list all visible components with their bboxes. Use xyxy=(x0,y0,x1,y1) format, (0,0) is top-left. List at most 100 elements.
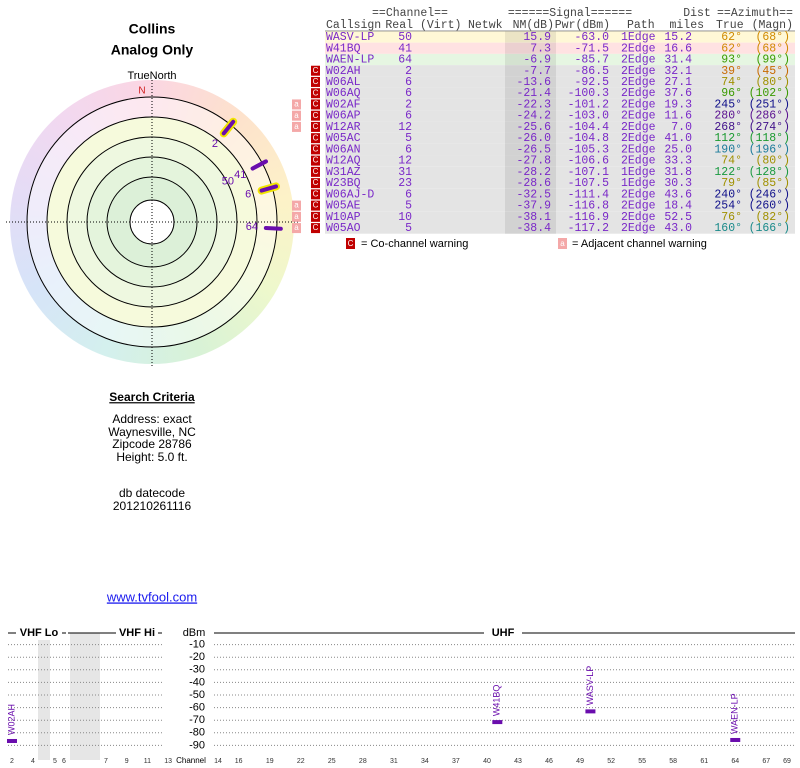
x-tick-label: 46 xyxy=(545,758,553,765)
y-tick-label: -20 xyxy=(189,651,205,663)
panel-label-bg xyxy=(116,626,158,640)
warning-symbol: C xyxy=(313,201,319,210)
cell-dist: 27.1 xyxy=(664,76,692,89)
nm-column-shade xyxy=(505,132,556,144)
cell-nm: -7.7 xyxy=(523,65,551,78)
row-background xyxy=(325,132,795,144)
cell-nm: -26.0 xyxy=(516,132,551,145)
subtitle: Analog Only xyxy=(111,42,194,58)
cell-az-magn: (246°) xyxy=(749,188,790,201)
nm-column-shade xyxy=(505,31,556,43)
panel-label-bg xyxy=(16,626,62,640)
cell-dist: 31.8 xyxy=(664,166,692,179)
cell-callsign: W06AQ xyxy=(326,87,361,100)
row-background xyxy=(325,155,795,167)
cell-dist: 25.0 xyxy=(664,143,692,156)
panel-label: UHF xyxy=(492,627,515,639)
x-tick-label: 4 xyxy=(31,758,35,765)
cell-pwr: -107.1 xyxy=(568,166,610,179)
x-tick-label: 52 xyxy=(607,758,615,765)
row-background xyxy=(325,53,795,66)
legend-symbol: a xyxy=(560,239,565,248)
column-header: miles xyxy=(669,19,704,32)
search-title: Search Criteria xyxy=(109,390,195,404)
column-header: Pwr(dBm) xyxy=(555,19,610,32)
cell-dist: 37.6 xyxy=(664,87,692,100)
x-tick-label: 37 xyxy=(452,758,460,765)
station-label: 50 xyxy=(222,176,234,188)
band-gap xyxy=(38,633,50,760)
cell-nm: 15.9 xyxy=(523,31,551,44)
spectrum-frame: VHF Lo VHF Hi UHF dBm Channel xyxy=(8,626,795,765)
north-label: TrueNorth xyxy=(127,70,176,82)
cell-pwr: -116.8 xyxy=(568,200,610,213)
x-tick-label: 7 xyxy=(104,758,108,765)
y-tick-label: -50 xyxy=(189,689,205,701)
x-tick-label: 25 xyxy=(328,758,336,765)
cell-path: 2Edge xyxy=(621,87,656,100)
cell-az-true: 96° xyxy=(721,87,742,100)
column-header: Netwk xyxy=(468,19,503,32)
row-background xyxy=(325,65,795,77)
warning-badge xyxy=(311,133,320,144)
row-background xyxy=(325,143,795,156)
warning-badge xyxy=(311,110,320,121)
x-tick-label: 58 xyxy=(669,758,677,765)
cell-nm: -6.9 xyxy=(523,54,551,67)
cell-path: 2Edge xyxy=(621,211,656,224)
warning-symbol: C xyxy=(313,111,319,120)
x-tick-label: 64 xyxy=(731,758,739,765)
x-tick-label: 61 xyxy=(700,758,708,765)
x-tick-label: 43 xyxy=(514,758,522,765)
cell-az-true: 93° xyxy=(721,54,742,67)
warning-symbol: a xyxy=(294,201,299,210)
cell-pwr: -101.2 xyxy=(568,98,610,111)
cell-nm: -28.6 xyxy=(516,177,551,190)
nm-column-shade xyxy=(505,110,556,122)
cell-dist: 33.3 xyxy=(664,155,692,168)
y-tick-label: -40 xyxy=(189,676,205,688)
cell-dist: 32.1 xyxy=(664,65,692,78)
nm-column-shade xyxy=(505,121,556,133)
cell-nm: -21.4 xyxy=(516,87,551,100)
cell-nm: -28.2 xyxy=(516,166,551,179)
x-tick-label: 2 xyxy=(10,758,14,765)
station-label: 41 xyxy=(234,169,246,181)
cell-path: 2Edge xyxy=(621,222,656,235)
cell-path: 2Edge xyxy=(621,98,656,111)
cell-real: 12 xyxy=(398,155,412,168)
site-link[interactable]: www.tvfool.com xyxy=(106,589,197,604)
signal-marker xyxy=(730,737,741,742)
cell-pwr: -85.7 xyxy=(574,54,609,67)
search-line: Waynesville, NC xyxy=(108,425,196,439)
cell-nm: -26.5 xyxy=(516,143,551,156)
nm-column-shade xyxy=(505,143,556,156)
cell-path: 2Edge xyxy=(621,155,656,168)
cell-callsign: W02AF xyxy=(326,98,361,111)
warning-symbol: a xyxy=(294,122,299,131)
y-axis-label: dBm xyxy=(183,627,206,639)
cell-real: 2 xyxy=(405,65,412,78)
nm-column-shade xyxy=(505,211,556,223)
row-background xyxy=(325,31,795,43)
cell-az-true: 190° xyxy=(714,143,742,156)
cell-real: 2 xyxy=(405,98,412,111)
cell-callsign: W05AO xyxy=(326,222,361,235)
spectrum: -10-20-30-40-50-60-70-80-902 4 5 6 7 9 11 13 14 1… xyxy=(6,639,795,765)
cell-path: 2Edge xyxy=(621,188,656,201)
x-tick-label: 14 xyxy=(214,758,222,765)
cell-callsign: W31AZ xyxy=(326,166,361,179)
warning-symbol: C xyxy=(313,88,319,97)
cell-real: 10 xyxy=(398,211,412,224)
search-line: Address: exact xyxy=(112,412,192,426)
signal-marker xyxy=(492,720,503,725)
station-bearing xyxy=(259,184,279,193)
cell-callsign: W06AN xyxy=(326,143,361,156)
cell-pwr: -105.3 xyxy=(568,143,610,156)
warning-symbol: C xyxy=(313,223,319,232)
cell-real: 31 xyxy=(398,166,412,179)
warning-badge xyxy=(292,200,301,211)
cell-callsign: W41BQ xyxy=(326,42,361,55)
warning-badge xyxy=(292,223,301,234)
